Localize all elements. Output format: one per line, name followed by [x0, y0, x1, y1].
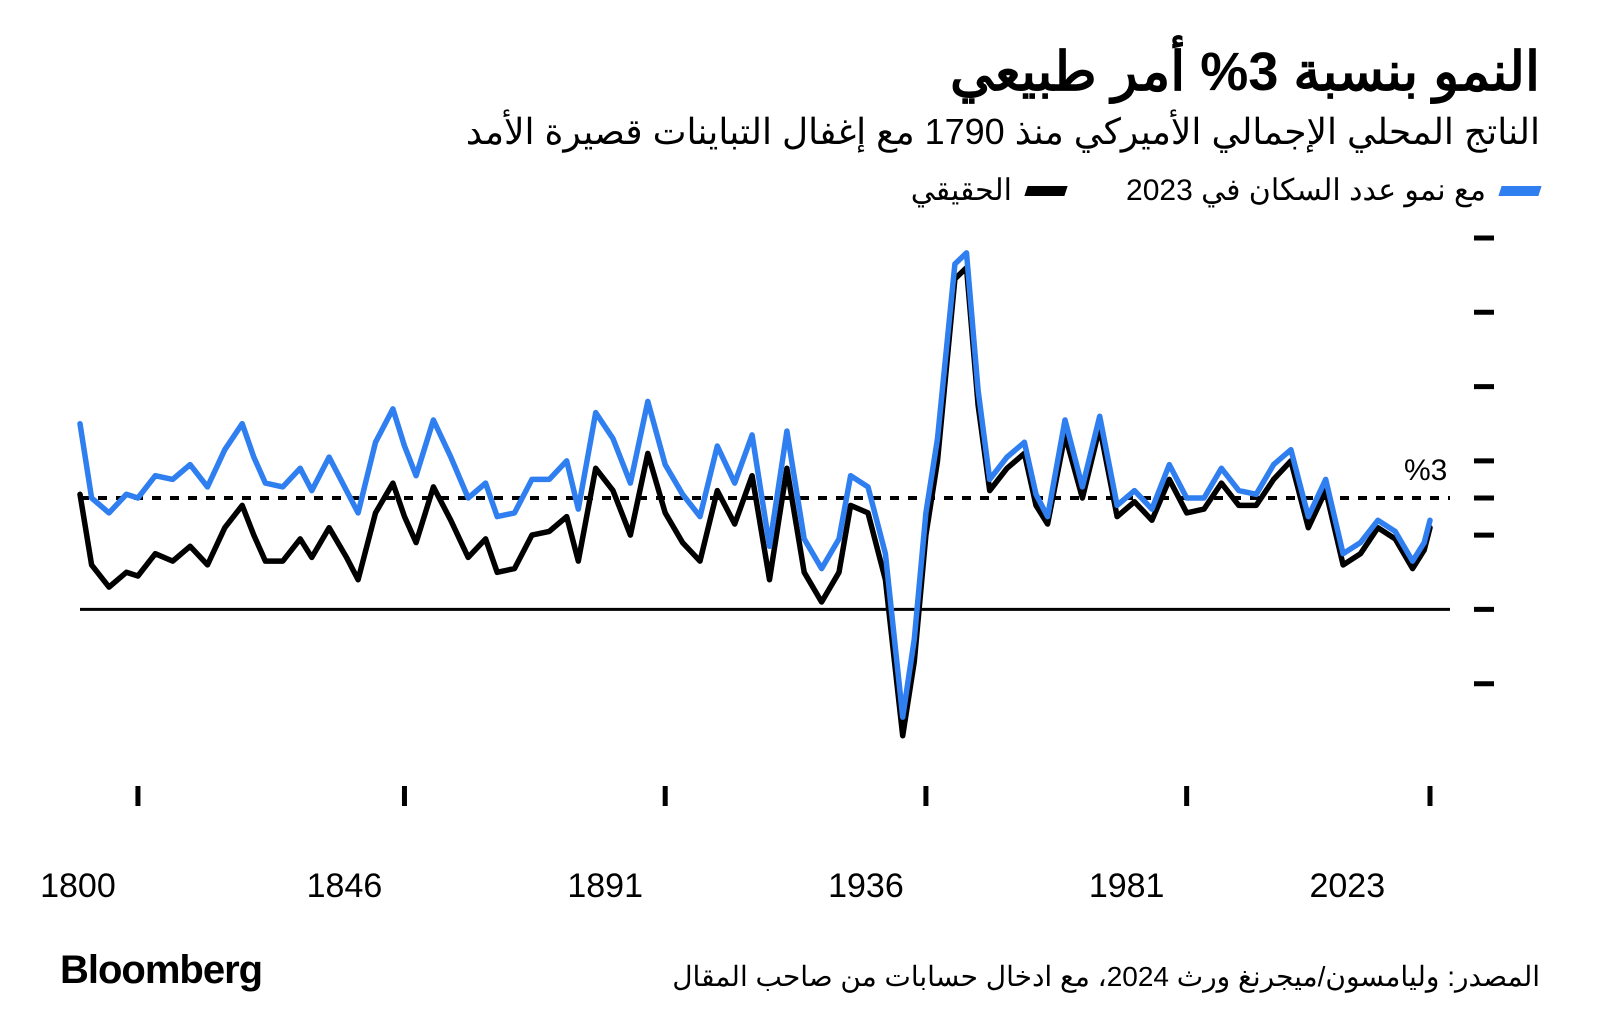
brand-logo: Bloomberg	[60, 948, 262, 993]
legend-swatch-black	[1024, 186, 1067, 196]
legend-label-black: الحقيقي	[911, 173, 1012, 208]
chart-title: النمو بنسبة 3% أمر طبيعي	[60, 40, 1540, 103]
x-axis-label: 1936	[828, 867, 904, 906]
x-axis-label: 1800	[40, 867, 116, 906]
x-axis-label: 1981	[1089, 867, 1165, 906]
legend: مع نمو عدد السكان في 2023 الحقيقي	[60, 173, 1540, 208]
source-text: المصدر: وليامسون/ميجرنغ ورث 2024، مع ادخ…	[672, 960, 1540, 993]
chart-subtitle: الناتج المحلي الإجمالي الأميركي منذ 1790…	[60, 111, 1540, 153]
legend-item-black: الحقيقي	[911, 173, 1066, 208]
x-axis-labels: 1800 1846 1891 1936 1981 2023	[0, 867, 1600, 907]
legend-swatch-blue	[1498, 186, 1541, 196]
chart-svg	[60, 218, 1540, 838]
x-axis-label: 2023	[1309, 867, 1385, 906]
x-axis-label: 1891	[567, 867, 643, 906]
legend-item-blue: مع نمو عدد السكان في 2023	[1126, 173, 1540, 208]
chart-area: %3	[60, 218, 1540, 838]
reference-label: %3	[1404, 454, 1447, 488]
x-axis-label: 1846	[307, 867, 383, 906]
legend-label-blue: مع نمو عدد السكان في 2023	[1126, 173, 1486, 208]
